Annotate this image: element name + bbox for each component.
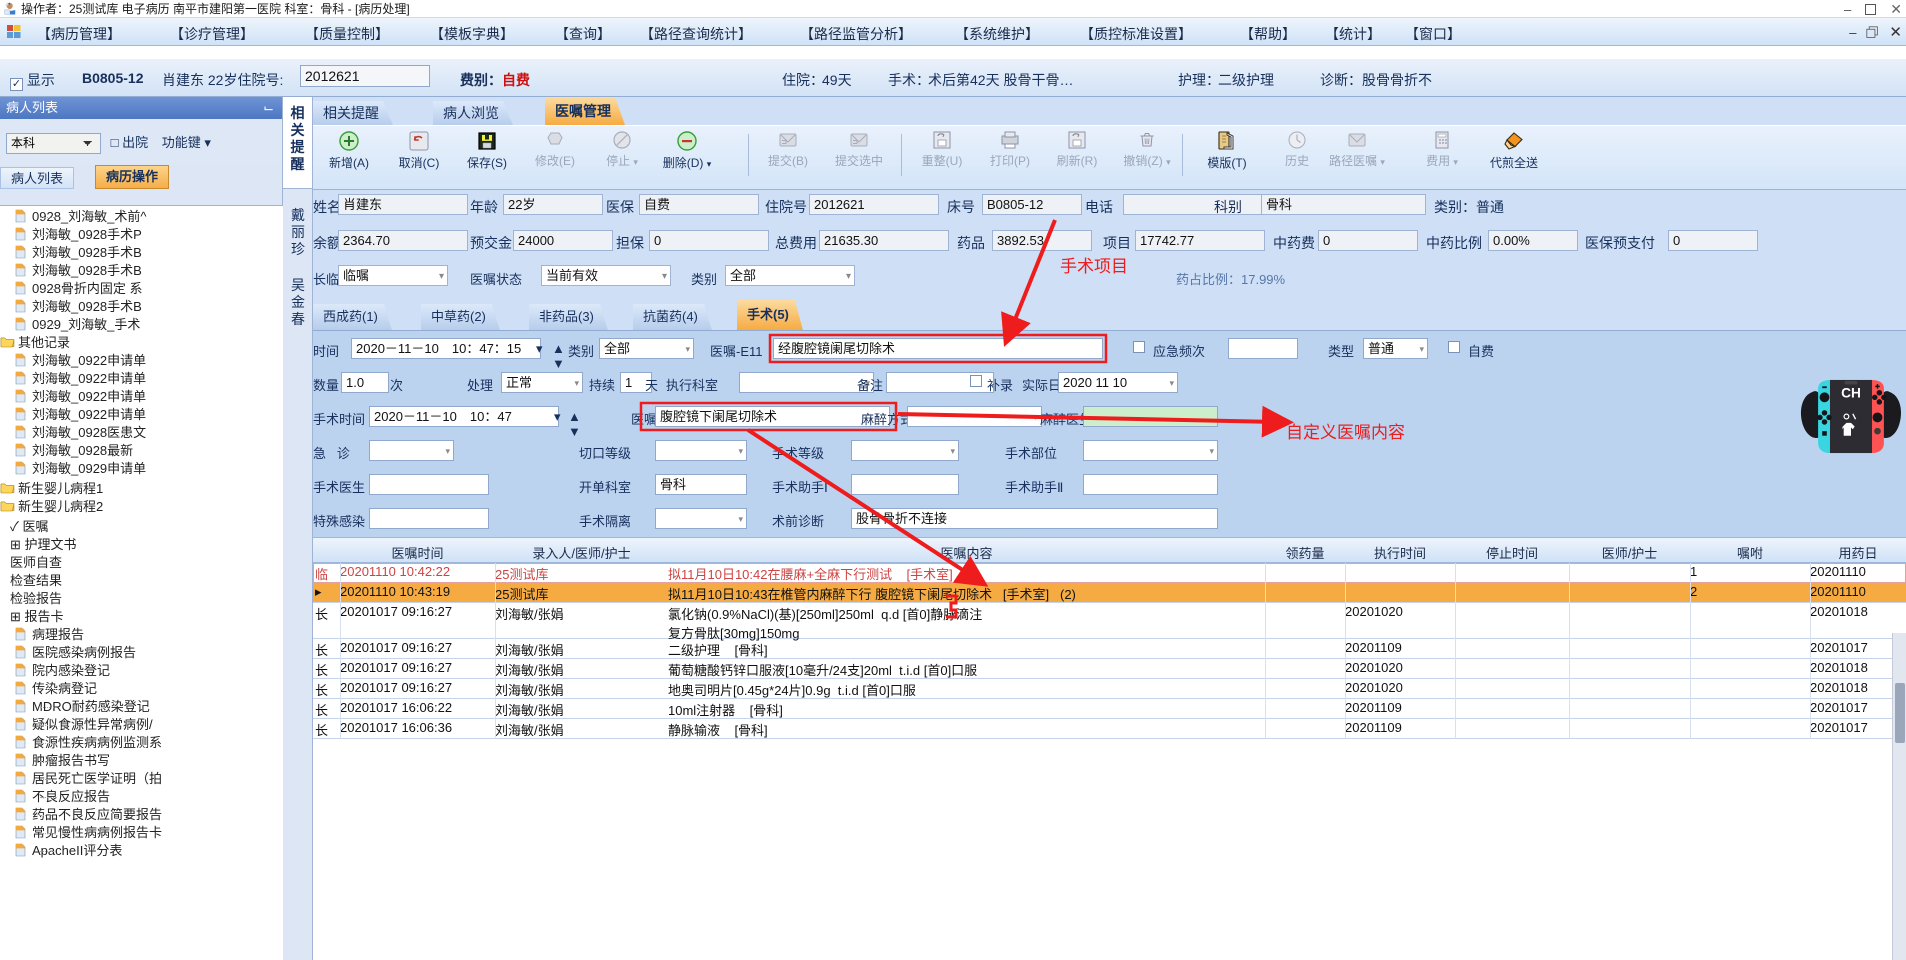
svg-text:CH: CH	[1841, 385, 1861, 400]
